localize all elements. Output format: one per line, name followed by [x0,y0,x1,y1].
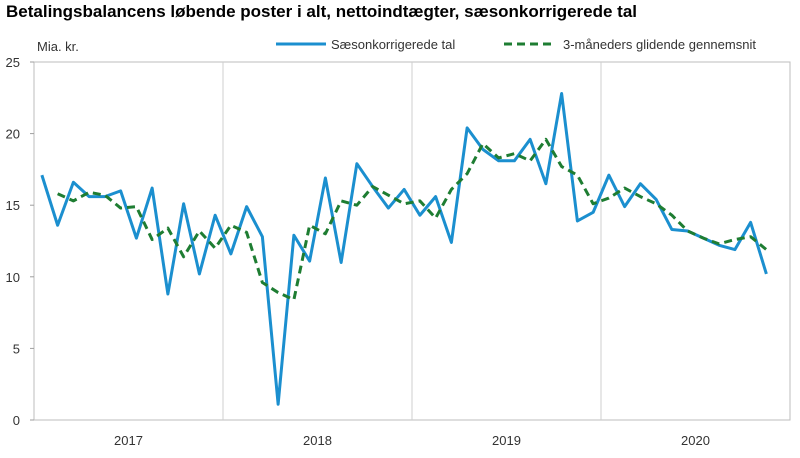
y-tick-label: 10 [6,270,20,285]
x-tick-label: 2020 [681,433,710,448]
x-tick-label: 2019 [492,433,521,448]
y-unit-label: Mia. kr. [37,39,79,54]
y-tick-label: 0 [13,413,20,428]
legend-label-seasonally-adjusted: Sæsonkorrigerede tal [331,37,455,52]
y-tick-label: 15 [6,198,20,213]
y-tick-label: 25 [6,55,20,70]
series-line-moving-average [57,137,768,302]
legend-label-moving-average: 3-måneders glidende gennemsnit [563,37,756,52]
y-tick-label: 5 [13,341,20,356]
x-tick-label: 2017 [114,433,143,448]
y-tick-label: 20 [6,127,20,142]
x-tick-label: 2018 [303,433,332,448]
chart-title: Betalingsbalancens løbende poster i alt,… [6,2,638,21]
series-line-seasonally-adjusted [40,92,768,406]
